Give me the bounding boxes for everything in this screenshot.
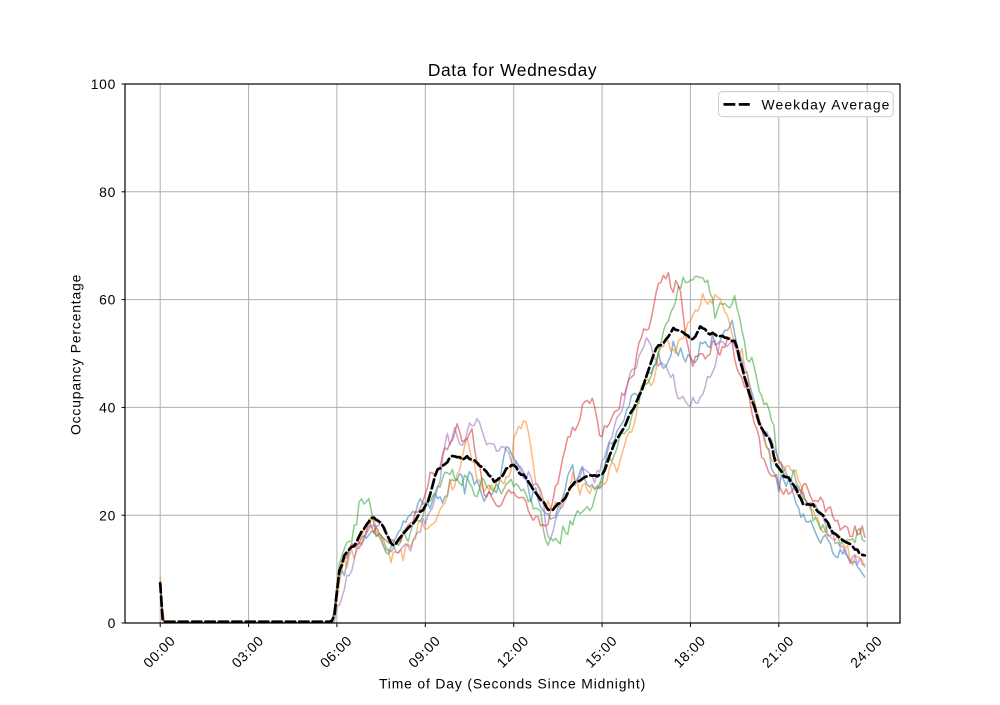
svg-text:Data for Wednesday: Data for Wednesday [428,60,597,80]
svg-text:0: 0 [108,615,116,631]
svg-text:80: 80 [99,184,116,200]
svg-text:20: 20 [99,507,116,523]
svg-text:Occupancy Percentage: Occupancy Percentage [68,274,84,435]
svg-text:60: 60 [99,292,116,308]
svg-text:Time of Day (Seconds Since Mid: Time of Day (Seconds Since Midnight) [379,676,646,692]
svg-text:40: 40 [99,400,116,416]
svg-text:100: 100 [91,76,116,92]
svg-text:Weekday Average: Weekday Average [762,96,891,112]
